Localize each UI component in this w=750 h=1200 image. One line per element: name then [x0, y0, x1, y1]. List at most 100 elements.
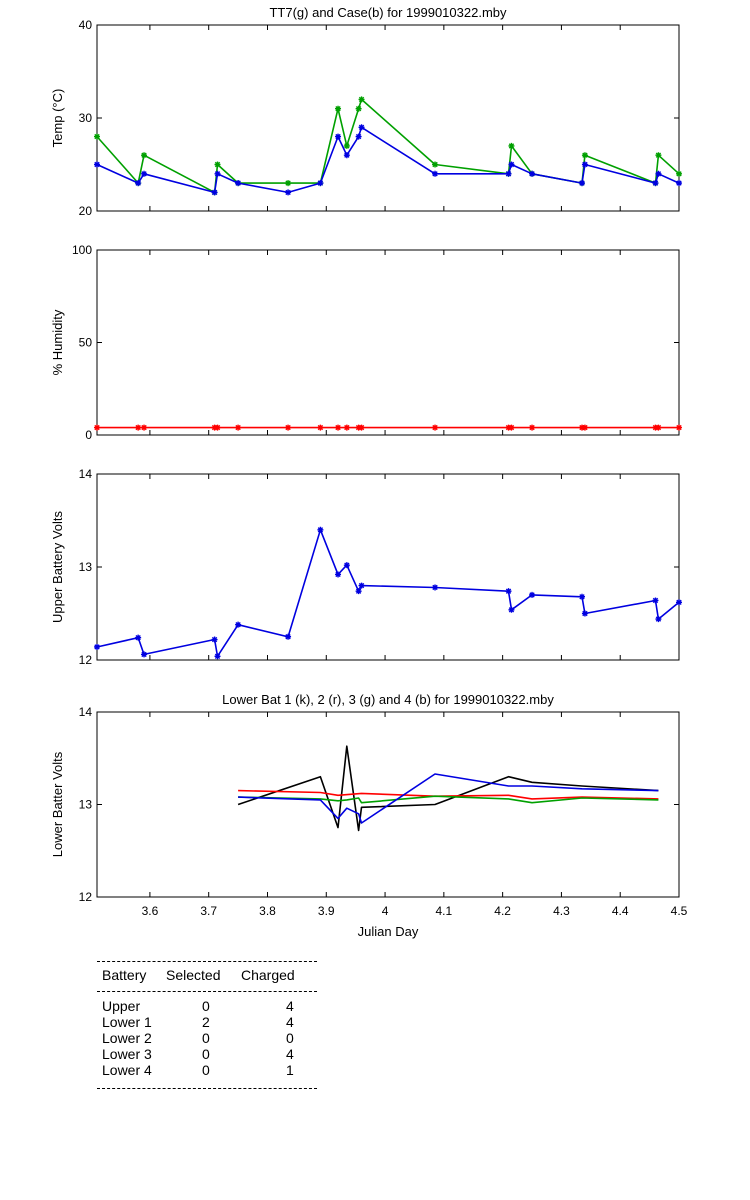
charged-count: 4	[286, 998, 294, 1014]
y-tick-label: 50	[79, 336, 93, 350]
data-point	[317, 526, 324, 533]
table-row: Upper 0 4	[97, 998, 317, 1014]
data-point	[214, 170, 221, 177]
y-tick-label: 30	[79, 111, 93, 125]
data-point	[358, 582, 365, 589]
data-point	[581, 424, 588, 431]
data-point	[335, 424, 342, 431]
battery-name: Upper	[102, 998, 141, 1014]
plot-frame	[96, 249, 680, 436]
y-tick-label: 40	[79, 18, 93, 32]
data-point	[141, 424, 148, 431]
battery-name: Lower 1	[102, 1014, 152, 1030]
data-point	[135, 180, 142, 187]
data-point	[141, 152, 148, 159]
selected-count: 0	[202, 1062, 210, 1078]
data-point	[652, 180, 659, 187]
x-tick-label: 4.1	[436, 904, 453, 918]
series-line	[96, 528, 680, 658]
data-point	[135, 634, 142, 641]
data-point	[508, 161, 515, 168]
data-point	[432, 170, 439, 177]
y-axis-label: % Humidity	[50, 309, 65, 375]
data-point	[285, 633, 292, 640]
x-tick-label: 4.4	[612, 904, 629, 918]
data-point	[317, 424, 324, 431]
data-point	[581, 152, 588, 159]
data-point	[211, 636, 218, 643]
data-point	[141, 170, 148, 177]
data-point	[335, 571, 342, 578]
data-point	[355, 588, 362, 595]
chart-title: TT7(g) and Case(b) for 1999010322.mby	[269, 5, 507, 20]
charged-count: 1	[286, 1062, 294, 1078]
data-point	[343, 562, 350, 569]
selected-count: 0	[202, 998, 210, 1014]
data-point	[355, 105, 362, 112]
y-axis-label: Temp (°C)	[50, 89, 65, 148]
data-point	[655, 616, 662, 623]
data-point	[285, 180, 292, 187]
data-point	[235, 424, 242, 431]
table-row: Lower 1 2 4	[97, 1014, 317, 1030]
panel-upper: Upper Battery Volts 12 13 14	[50, 467, 682, 667]
x-axis-label: Julian Day	[358, 924, 419, 939]
x-tick-label: 3.7	[200, 904, 217, 918]
series-line	[237, 745, 659, 832]
data-point	[505, 588, 512, 595]
selected-count: 2	[202, 1014, 210, 1030]
y-tick-label: 13	[79, 560, 93, 574]
battery-table: Battery Selected Charged Upper 0 4 Lower…	[97, 961, 317, 1089]
table-row: Lower 3 0 4	[97, 1046, 317, 1062]
y-tick-label: 13	[79, 798, 93, 812]
data-point	[432, 584, 439, 591]
data-point	[94, 161, 100, 168]
battery-name: Lower 4	[102, 1062, 152, 1078]
data-point	[581, 610, 588, 617]
data-point	[94, 424, 100, 431]
data-point	[214, 653, 221, 660]
series-line	[238, 795, 659, 804]
data-point	[652, 597, 659, 604]
y-tick-label: 14	[79, 705, 93, 719]
panel-humidity: % Humidity 0 50 100	[50, 243, 682, 442]
data-point	[508, 606, 515, 613]
data-point	[581, 161, 588, 168]
x-tick-label: 3.8	[259, 904, 276, 918]
data-point	[335, 105, 342, 112]
data-point	[335, 133, 342, 140]
series-line	[238, 773, 659, 824]
y-axis-label: Upper Battery Volts	[50, 511, 65, 623]
data-point	[317, 180, 324, 187]
y-tick-label: 20	[79, 204, 93, 218]
data-point	[343, 152, 350, 159]
charged-count: 0	[286, 1030, 294, 1046]
table-bottom-rule	[97, 1088, 317, 1089]
x-tick-label: 3.9	[318, 904, 335, 918]
data-point	[676, 599, 682, 606]
data-point	[141, 651, 148, 658]
data-point	[655, 424, 662, 431]
battery-name: Lower 3	[102, 1046, 152, 1062]
table-header-rule	[97, 991, 317, 992]
y-tick-label: 14	[79, 467, 93, 481]
data-point	[676, 170, 682, 177]
charged-count: 4	[286, 1014, 294, 1030]
selected-count: 0	[202, 1046, 210, 1062]
chart-title: Lower Bat 1 (k), 2 (r), 3 (g) and 4 (b) …	[222, 692, 554, 707]
data-point	[529, 591, 536, 598]
selected-count: 0	[202, 1030, 210, 1046]
x-tick-label: 4.3	[553, 904, 570, 918]
data-point	[94, 643, 100, 650]
data-point	[579, 593, 585, 600]
series-line	[96, 126, 680, 194]
panel-lower: Lower Bat 1 (k), 2 (r), 3 (g) and 4 (b) …	[50, 692, 688, 939]
y-axis-label: Lower Batter Volts	[50, 751, 65, 857]
data-point	[211, 189, 218, 196]
data-point	[214, 424, 221, 431]
x-tick-label: 4	[382, 904, 389, 918]
plot-frame	[96, 473, 680, 661]
data-point	[358, 424, 365, 431]
plot-frame	[96, 24, 680, 212]
x-tick-label: 4.2	[494, 904, 511, 918]
